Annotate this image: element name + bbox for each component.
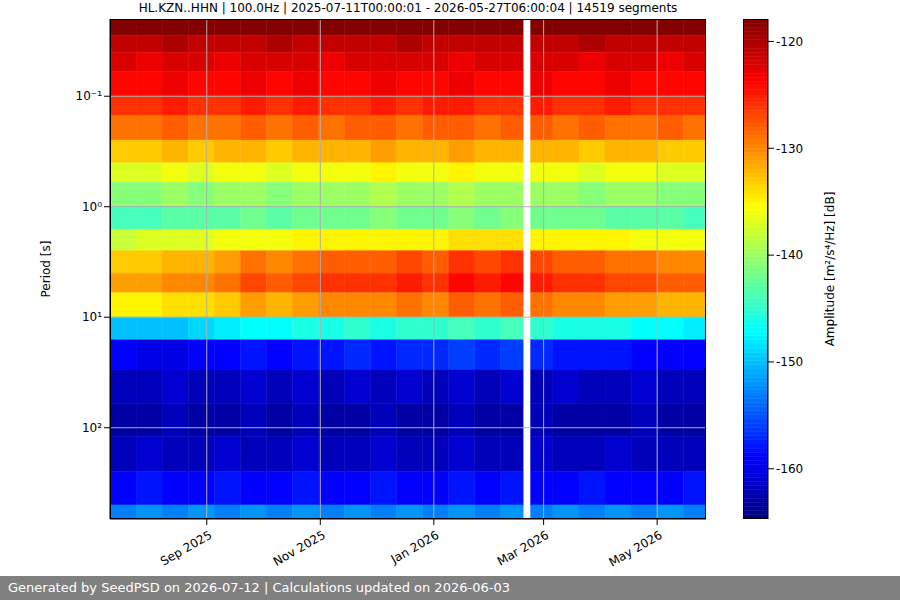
svg-text:-130: -130 bbox=[776, 142, 803, 156]
html-text:Generated by SeedPSD on 2026-0: Generated by SeedPSD on 2026-07-12 | Cal… bbox=[8, 580, 510, 595]
svg-text:Mar 2026: Mar 2026 bbox=[495, 528, 551, 569]
svg-text:Period [s]: Period [s] bbox=[39, 241, 53, 298]
svg-text:-120: -120 bbox=[776, 35, 803, 49]
html-text:HL.KZN..HHN | 100.0Hz | 2025-0: HL.KZN..HHN | 100.0Hz | 2025-07-11T00:00… bbox=[138, 1, 678, 15]
svg-text:Nov 2025: Nov 2025 bbox=[271, 528, 328, 569]
html-text:Amplitude [m²/s⁴/Hz] [dB]: Amplitude [m²/s⁴/Hz] [dB] bbox=[823, 191, 837, 347]
svg-text:10²: 10² bbox=[82, 421, 102, 435]
svg-text:10⁰: 10⁰ bbox=[82, 200, 102, 214]
svg-text:-150: -150 bbox=[776, 355, 803, 369]
svg-text:Jan 2026: Jan 2026 bbox=[388, 528, 442, 567]
svg-text:10¹: 10¹ bbox=[82, 310, 102, 324]
svg-text:-160: -160 bbox=[776, 462, 803, 476]
svg-text:May 2026: May 2026 bbox=[606, 528, 664, 570]
svg-text:10⁻¹: 10⁻¹ bbox=[76, 89, 103, 103]
svg-text:Sep 2025: Sep 2025 bbox=[158, 528, 214, 569]
svg-text:-140: -140 bbox=[776, 248, 803, 262]
